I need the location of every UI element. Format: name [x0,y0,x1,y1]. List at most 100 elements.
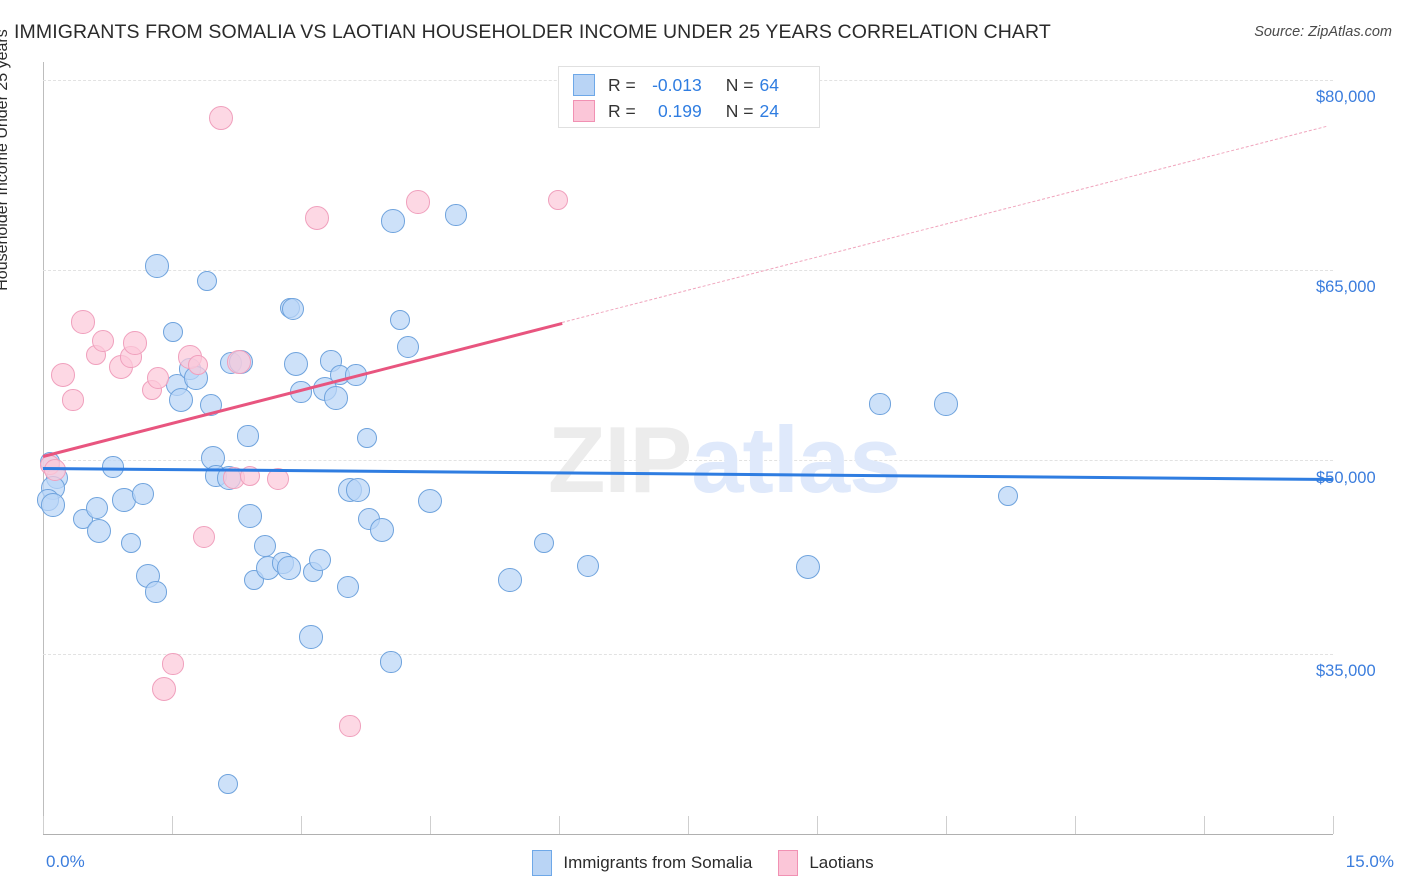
scatter-point-somalia-37[interactable] [283,351,309,377]
legend-n-value-somalia: 64 [759,74,779,95]
x-axis-min-label: 0.0% [46,852,85,871]
scatter-point-somalia-46[interactable] [336,575,360,599]
scatter-point-somalia-7[interactable] [86,518,112,544]
stats-legend-row-somalia: R = -0.013 N = 64 [573,72,779,98]
series-label-somalia: Immigrants from Somalia [563,853,753,872]
scatter-point-somalia-14[interactable] [145,254,169,278]
x-tick-4 [559,816,560,834]
scatter-point-somalia-34[interactable] [277,556,301,580]
scatter-point-somalia-8[interactable] [102,456,124,478]
gridline-2 [43,460,1333,461]
x-axis-line [43,834,1333,835]
scatter-point-laotians-6[interactable] [91,329,115,353]
scatter-point-somalia-10[interactable] [121,533,141,553]
x-tick-3 [430,816,431,834]
scatter-point-somalia-17[interactable] [168,387,194,413]
scatter-point-laotians-25[interactable] [548,190,568,210]
scatter-point-somalia-61[interactable] [576,554,600,578]
legend-r-label-laotians: R = [608,100,636,121]
scatter-point-somalia-49[interactable] [346,478,370,502]
legend-n-label-somalia: N = [725,74,754,95]
scatter-point-somalia-31[interactable] [253,534,277,558]
scatter-point-laotians-15[interactable] [188,355,208,375]
legend-swatch-laotians [573,100,595,122]
scatter-point-somalia-13[interactable] [145,581,167,603]
x-tick-7 [946,816,947,834]
scatter-point-laotians-3[interactable] [62,389,84,411]
scatter-point-laotians-20[interactable] [240,466,260,486]
scatter-point-somalia-65[interactable] [998,486,1018,506]
x-tick-8 [1075,816,1076,834]
scatter-point-somalia-63[interactable] [869,393,891,415]
scatter-point-somalia-48[interactable] [345,364,367,386]
scatter-point-somalia-55[interactable] [390,310,410,330]
scatter-point-somalia-11[interactable] [131,482,155,506]
scatter-point-somalia-53[interactable] [380,651,402,673]
scatter-point-laotians-12[interactable] [151,676,177,702]
scatter-point-laotians-13[interactable] [162,653,184,675]
scatter-point-somalia-38[interactable] [290,381,312,403]
stats-legend-row-laotians: R = 0.199 N = 24 [573,98,779,124]
scatter-point-somalia-52[interactable] [369,517,395,543]
scatter-point-somalia-60[interactable] [534,533,554,553]
legend-n-label-laotians: N = [725,100,754,121]
scatter-point-somalia-58[interactable] [445,204,467,226]
scatter-point-somalia-57[interactable] [417,488,443,514]
gridline-1 [43,270,1333,271]
scatter-point-laotians-1[interactable] [43,458,67,482]
x-tick-9 [1204,816,1205,834]
scatter-point-laotians-19[interactable] [227,350,251,374]
trendline-laotians-dashed [561,126,1327,323]
scatter-point-somalia-6[interactable] [85,496,109,520]
scatter-point-somalia-62[interactable] [795,554,821,580]
x-tick-2 [301,816,302,834]
scatter-point-laotians-24[interactable] [406,190,430,214]
series-swatch-laotians [778,850,799,876]
x-tick-0 [43,816,44,834]
stats-legend: R = -0.013 N = 64 R = 0.199 N = 24 [558,66,820,128]
scatter-point-somalia-64[interactable] [934,392,958,416]
scatter-point-somalia-36[interactable] [281,297,305,321]
page-title: IMMIGRANTS FROM SOMALIA VS LAOTIAN HOUSE… [14,21,1051,43]
scatter-point-laotians-21[interactable] [266,467,290,491]
scatter-point-somalia-21[interactable] [199,393,223,417]
series-label-laotians: Laotians [809,853,874,872]
scatter-point-somalia-25[interactable] [218,774,238,794]
scatter-point-somalia-39[interactable] [299,625,323,649]
source-label: Source: ZipAtlas.com [1254,24,1392,40]
scatter-point-somalia-4[interactable] [41,493,65,517]
series-legend-item-somalia[interactable]: Immigrants from Somalia [532,850,752,876]
legend-r-value-somalia: -0.013 [652,74,702,95]
y-axis-line [43,62,44,834]
scatter-point-laotians-4[interactable] [71,310,95,334]
y-axis-label-65000: $65,000 [1316,278,1376,296]
scatter-point-laotians-22[interactable] [304,205,330,231]
legend-r-label-somalia: R = [608,74,636,95]
legend-swatch-somalia [573,74,595,96]
scatter-point-laotians-16[interactable] [192,525,216,549]
scatter-point-laotians-23[interactable] [339,715,361,737]
x-tick-6 [817,816,818,834]
x-axis-max-label: 15.0% [1345,852,1394,871]
scatter-point-somalia-59[interactable] [498,568,522,592]
y-axis-label-80000: $80,000 [1316,88,1376,106]
scatter-point-somalia-29[interactable] [238,504,262,528]
scatter-point-somalia-54[interactable] [381,209,405,233]
scatter-point-somalia-50[interactable] [357,428,377,448]
scatter-point-somalia-44[interactable] [324,386,348,410]
scatter-point-laotians-2[interactable] [50,362,76,388]
series-legend: Immigrants from Somalia Laotians [0,850,1406,876]
x-tick-5 [688,816,689,834]
scatter-point-laotians-17[interactable] [208,105,234,131]
scatter-point-somalia-28[interactable] [237,425,259,447]
y-axis-title: Householder Income Under 25 years [0,29,11,291]
series-legend-item-laotians[interactable]: Laotians [778,850,874,876]
scatter-point-somalia-20[interactable] [197,271,217,291]
scatter-point-somalia-15[interactable] [163,322,183,342]
scatter-point-laotians-11[interactable] [146,366,170,390]
scatter-point-somalia-41[interactable] [308,548,332,572]
scatter-point-somalia-56[interactable] [396,335,420,359]
series-swatch-somalia [532,850,553,876]
scatter-point-laotians-9[interactable] [123,331,147,355]
